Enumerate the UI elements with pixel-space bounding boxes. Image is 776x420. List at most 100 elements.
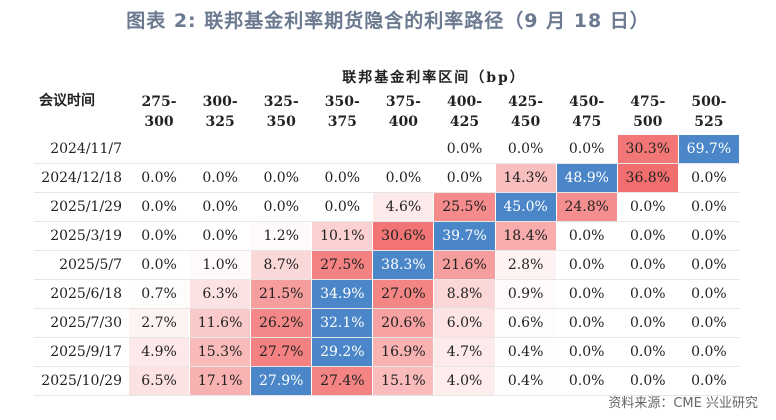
meeting-date: 2024/11/7	[34, 134, 129, 164]
corner-label: 会议时间	[34, 64, 129, 135]
meeting-date: 2025/7/30	[34, 308, 129, 338]
probability-cell: 0.0%	[250, 163, 313, 193]
probability-cell: 30.3%	[616, 134, 679, 164]
probability-cell: 0.0%	[616, 192, 679, 222]
probability-cell: 0.0%	[616, 279, 679, 309]
probability-cell: 16.9%	[372, 337, 435, 367]
range-header-high: 400	[388, 114, 419, 130]
probability-cell: 0.0%	[677, 250, 741, 280]
probability-cell: 27.4%	[311, 366, 374, 396]
probability-cell: 45.0%	[494, 192, 557, 222]
probability-cell: 0.0%	[189, 163, 252, 193]
probability-cell: 0.0%	[372, 163, 435, 193]
probability-cell: 21.6%	[433, 250, 496, 280]
probability-cell: 0.0%	[127, 221, 191, 251]
range-header: 375- 400	[372, 89, 435, 135]
probability-cell: 0.0%	[677, 163, 741, 193]
range-header: 450- 475	[555, 89, 618, 135]
probability-cell: 0.0%	[677, 308, 741, 338]
range-header-low: 350-	[324, 94, 360, 110]
range-header-row: 275- 300 300- 325 325- 350 350- 375 375- 400 400- 4…	[35, 89, 741, 135]
probability-cell: 0.0%	[616, 337, 679, 367]
probability-cell: 17.1%	[189, 366, 252, 396]
table-row: 2024/11/7 0.0% 0.0% 0.0% 30.3% 69.7%	[34, 134, 741, 164]
probability-cell: 0.7%	[127, 279, 191, 309]
probability-cell: 0.0%	[616, 221, 679, 251]
probability-cell: 39.7%	[433, 221, 496, 251]
range-header: 400- 425	[433, 89, 496, 135]
probability-cell: 0.0%	[555, 134, 618, 164]
range-header: 500- 525	[677, 89, 741, 135]
probability-cell: 0.0%	[677, 366, 741, 396]
probability-cell: 0.0%	[555, 308, 618, 338]
range-header-high: 300	[144, 114, 174, 130]
range-header-low: 300-	[202, 94, 238, 110]
source-note: 资料来源：CME 兴业研究	[608, 396, 758, 411]
probability-cell: 24.8%	[555, 192, 618, 222]
range-header-high: 350	[266, 114, 296, 130]
probability-cell: 27.7%	[250, 337, 313, 367]
meeting-date: 2025/1/29	[34, 192, 129, 222]
probability-cell: 0.0%	[127, 250, 191, 280]
probability-cell: 0.0%	[250, 192, 313, 222]
probability-cell: 0.0%	[127, 163, 191, 193]
range-header-low: 500-	[691, 94, 727, 110]
probability-cell: 4.6%	[372, 192, 435, 222]
probability-cell: 4.0%	[433, 366, 496, 396]
meeting-date: 2024/12/18	[34, 163, 129, 193]
table-body: 2024/11/7 0.0% 0.0% 0.0% 30.3% 69.7% 2024/12/1…	[34, 134, 741, 396]
probability-cell	[250, 134, 313, 164]
meeting-date: 2025/6/18	[34, 279, 129, 309]
table-row: 2025/1/29 0.0% 0.0% 0.0% 0.0% 4.6% 25.5% 45.0% 2…	[34, 192, 741, 222]
meeting-date: 2025/9/17	[34, 337, 129, 367]
range-header-low: 400-	[446, 94, 483, 110]
probability-cell: 0.4%	[494, 366, 557, 396]
probability-cell: 0.0%	[433, 163, 496, 193]
probability-cell: 0.0%	[677, 337, 741, 367]
probability-cell: 15.3%	[189, 337, 252, 367]
probability-cell: 0.0%	[555, 366, 618, 396]
table-row: 2025/3/19 0.0% 0.0% 1.2% 10.1% 30.6% 39.7% 18.4…	[34, 221, 741, 251]
probability-cell: 25.5%	[433, 192, 496, 222]
probability-cell	[311, 134, 374, 164]
probability-cell: 18.4%	[494, 221, 557, 251]
probability-cell: 0.0%	[616, 366, 679, 396]
probability-cell: 27.0%	[372, 279, 435, 309]
rate-path-table: 会议时间 联邦基金利率区间（bp） 275- 300 300- 325 325- 350 3…	[34, 64, 741, 396]
range-header-high: 475	[572, 114, 602, 130]
table-row: 2024/12/18 0.0% 0.0% 0.0% 0.0% 0.0% 0.0% 14.3% 4…	[34, 163, 741, 193]
probability-cell: 30.6%	[372, 221, 435, 251]
probability-cell: 0.0%	[494, 134, 557, 164]
probability-cell	[189, 134, 252, 164]
probability-cell: 2.8%	[494, 250, 557, 280]
range-header-low: 450-	[569, 94, 605, 110]
probability-cell: 20.6%	[372, 308, 435, 338]
probability-cell: 0.0%	[677, 221, 741, 251]
probability-cell: 69.7%	[677, 134, 741, 164]
probability-cell: 29.2%	[311, 337, 374, 367]
probability-cell: 0.0%	[616, 250, 679, 280]
probability-cell: 11.6%	[189, 308, 252, 338]
probability-cell: 21.5%	[250, 279, 313, 309]
range-header: 275- 300	[127, 89, 191, 135]
probability-cell: 0.6%	[494, 308, 557, 338]
probability-cell: 0.0%	[189, 221, 252, 251]
table-row: 2025/5/7 0.0% 1.0% 8.7% 27.5% 38.3% 21.6% 2.8% 0…	[34, 250, 741, 280]
range-header: 425- 450	[494, 89, 557, 135]
probability-cell: 38.3%	[372, 250, 435, 280]
probability-cell: 6.5%	[127, 366, 191, 396]
table-row: 2025/10/29 6.5% 17.1% 27.9% 27.4% 15.1% 4.0% 0.…	[34, 366, 741, 396]
meeting-date: 2025/5/7	[34, 250, 129, 280]
probability-cell: 6.0%	[433, 308, 496, 338]
meeting-date: 2025/3/19	[34, 221, 129, 251]
range-header-low: 275-	[141, 94, 177, 110]
probability-cell: 1.0%	[189, 250, 252, 280]
probability-cell	[372, 134, 435, 164]
range-header-high: 450	[510, 114, 541, 130]
probability-cell: 0.0%	[616, 308, 679, 338]
page-title: 图表 2: 联邦基金利率期货隐含的利率路径（9 月 18 日）	[126, 10, 650, 32]
probability-cell: 2.7%	[127, 308, 191, 338]
probability-cell: 27.5%	[311, 250, 374, 280]
probability-cell: 4.7%	[433, 337, 496, 367]
probability-cell: 10.1%	[311, 221, 374, 251]
